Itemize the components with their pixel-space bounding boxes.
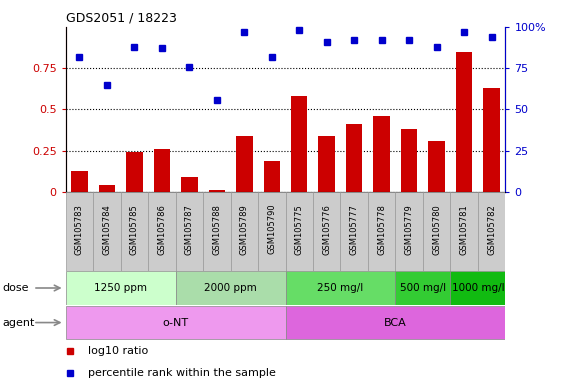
Text: 500 mg/l: 500 mg/l (400, 283, 446, 293)
Bar (71, 170, 88, 192)
Bar (423, 192, 451, 271)
Bar (231, 192, 258, 271)
Bar (126, 152, 143, 192)
Bar (66, 192, 93, 271)
Text: GSM105788: GSM105788 (212, 204, 222, 255)
Bar (483, 88, 500, 192)
Bar (286, 306, 505, 339)
Bar (340, 192, 368, 271)
Bar (368, 192, 395, 271)
Bar (99, 185, 115, 192)
Bar (208, 190, 225, 192)
Bar (319, 136, 335, 192)
Bar (263, 161, 280, 192)
Text: 250 mg/l: 250 mg/l (317, 283, 364, 293)
Bar (286, 192, 313, 271)
Bar (395, 192, 423, 271)
Bar (451, 192, 478, 271)
Text: 1000 mg/l: 1000 mg/l (452, 283, 504, 293)
Text: GSM105776: GSM105776 (322, 204, 331, 255)
Bar (428, 141, 445, 192)
Text: GSM105786: GSM105786 (158, 204, 166, 255)
Bar (346, 124, 363, 192)
Text: percentile rank within the sample: percentile rank within the sample (88, 368, 276, 378)
Text: GSM105789: GSM105789 (240, 204, 249, 255)
Bar (148, 192, 176, 271)
Text: dose: dose (3, 283, 29, 293)
Text: GSM105775: GSM105775 (295, 204, 304, 255)
Text: 1250 ppm: 1250 ppm (94, 283, 147, 293)
Bar (176, 192, 203, 271)
Text: GSM105783: GSM105783 (75, 204, 84, 255)
Bar (395, 271, 451, 305)
Bar (258, 192, 286, 271)
Bar (66, 306, 286, 339)
Text: GDS2051 / 18223: GDS2051 / 18223 (66, 12, 176, 25)
Bar (313, 192, 340, 271)
Text: agent: agent (3, 318, 35, 328)
Bar (120, 192, 148, 271)
Bar (456, 52, 472, 192)
Text: GSM105790: GSM105790 (267, 204, 276, 255)
Bar (93, 192, 120, 271)
Text: log10 ratio: log10 ratio (88, 346, 148, 356)
Bar (286, 271, 395, 305)
Bar (203, 192, 231, 271)
Text: BCA: BCA (384, 318, 407, 328)
Text: GSM105785: GSM105785 (130, 204, 139, 255)
Text: GSM105778: GSM105778 (377, 204, 386, 255)
Text: GSM105779: GSM105779 (405, 204, 413, 255)
Bar (291, 96, 307, 192)
Text: o-NT: o-NT (163, 318, 188, 328)
Bar (181, 177, 198, 192)
Bar (236, 136, 252, 192)
Bar (451, 271, 505, 305)
Bar (66, 271, 176, 305)
Bar (373, 116, 390, 192)
Bar (401, 129, 417, 192)
Bar (176, 271, 286, 305)
Text: GSM105781: GSM105781 (460, 204, 469, 255)
Text: GSM105784: GSM105784 (102, 204, 111, 255)
Text: GSM105777: GSM105777 (349, 204, 359, 255)
Text: GSM105780: GSM105780 (432, 204, 441, 255)
Text: GSM105787: GSM105787 (185, 204, 194, 255)
Bar (478, 192, 505, 271)
Text: 2000 ppm: 2000 ppm (204, 283, 257, 293)
Bar (154, 149, 170, 192)
Text: GSM105782: GSM105782 (487, 204, 496, 255)
